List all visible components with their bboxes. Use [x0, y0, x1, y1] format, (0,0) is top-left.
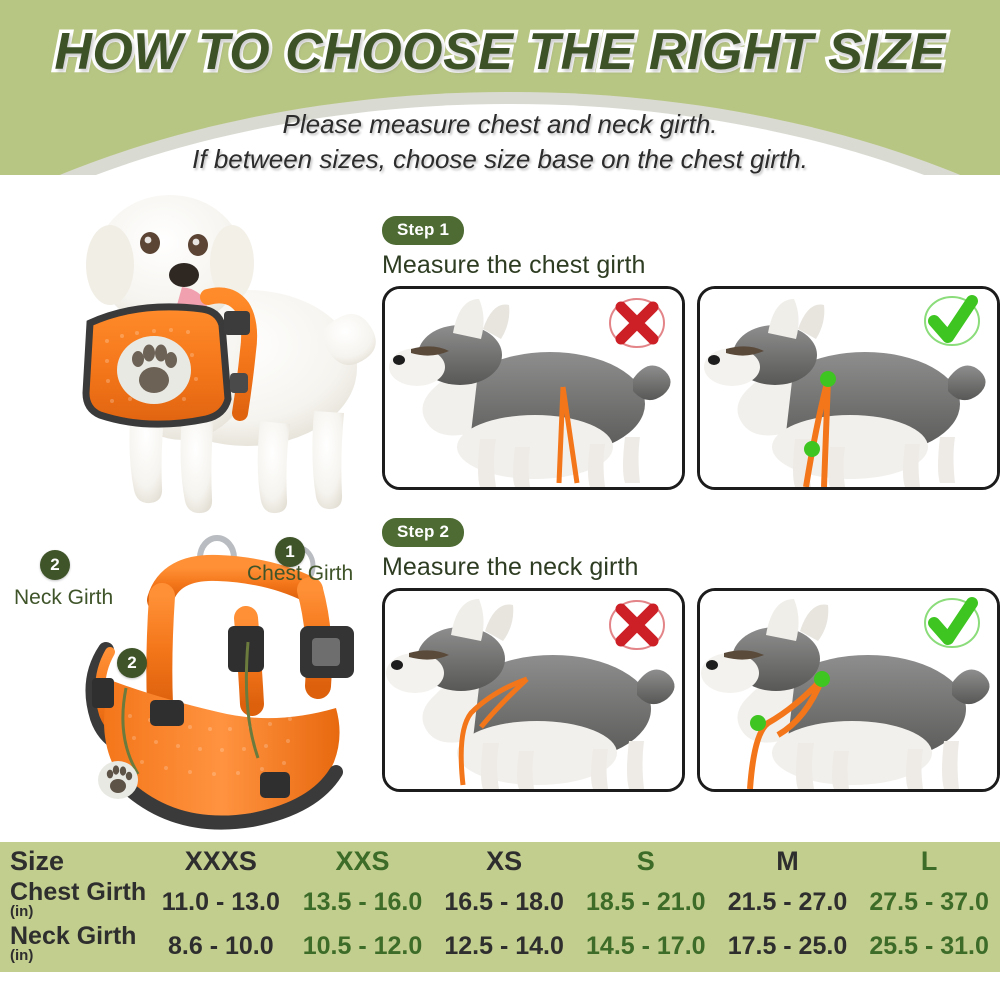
step-1-incorrect-panel [382, 286, 685, 490]
harness-product-diagram [10, 530, 370, 835]
measure-point-bottom [750, 715, 766, 731]
step-2-incorrect-panel [382, 588, 685, 792]
step-2-correct-panel [697, 588, 1000, 792]
step-1-correct-panel [697, 286, 1000, 490]
table-row-neck-girth: Neck Girth (in) 8.6 - 10.0 10.5 - 12.0 1… [0, 924, 1000, 968]
row-label-neck-girth: Neck Girth (in) [0, 924, 150, 968]
measure-point-top [814, 671, 830, 687]
row-label-chest-girth-text: Chest Girth [10, 878, 147, 906]
chest-m: 21.5 - 27.0 [727, 887, 848, 916]
diagram-badge-2-secondary: 2 [117, 648, 147, 678]
neck-s: 14.5 - 17.0 [586, 931, 706, 960]
size-header-m: M [776, 845, 799, 876]
neck-xxs: 10.5 - 12.0 [302, 931, 423, 960]
dog-wearing-harness-photo [62, 183, 380, 515]
size-header-xxxs: XXXS [184, 845, 257, 876]
chest-s: 18.5 - 21.0 [586, 887, 706, 916]
diagram-badge-1: 1 [275, 537, 305, 567]
neck-m: 17.5 - 25.0 [727, 931, 848, 960]
step-2-block: Step 2 Measure the neck girth [382, 518, 639, 582]
chest-xxs: 13.5 - 16.0 [302, 887, 423, 916]
row-label-neck-girth-text: Neck Girth [10, 922, 137, 950]
page-title: HOW TO CHOOSE THE RIGHT SIZE [51, 20, 949, 85]
subtitle-line-2: If between sizes, choose size base on th… [192, 144, 808, 174]
chest-xxxs: 11.0 - 13.0 [161, 887, 280, 916]
chest-xs: 16.5 - 18.0 [444, 887, 564, 916]
table-row-chest-girth: Chest Girth (in) 11.0 - 13.0 13.5 - 16.0… [0, 880, 1000, 924]
neck-xxxs: 8.6 - 10.0 [168, 931, 274, 960]
size-header-xxs: XXS [335, 845, 390, 876]
neck-girth-label: Neck Girth [14, 586, 114, 609]
step-2-heading: Measure the neck girth [382, 553, 639, 581]
step-2-badge: Step 2 [382, 518, 465, 547]
step-1-block: Step 1 Measure the chest girth [382, 216, 646, 280]
paw-print-icon [132, 344, 177, 393]
header-band [0, 0, 1000, 175]
green-check-icon [924, 597, 980, 648]
row-label-chest-girth: Chest Girth (in) [0, 880, 150, 924]
table-header-row: Size XXXS XXS XS S M L [0, 842, 1000, 880]
step-1-badge: Step 1 [382, 216, 465, 245]
size-header-xs: XS [486, 845, 523, 876]
row-label-size: Size [10, 845, 65, 876]
size-header-l: L [920, 845, 938, 876]
subtitle-line-1: Please measure chest and neck girth. [282, 109, 718, 139]
green-check-icon [924, 295, 980, 346]
measure-point-bottom [804, 441, 820, 457]
step-1-heading: Measure the chest girth [382, 251, 646, 279]
row-label-neck-girth-unit: (in) [10, 947, 34, 964]
measure-point-top [820, 371, 836, 387]
size-chart-table: Size XXXS XXS XS S M L Chest Girth (in) … [0, 842, 1000, 972]
chest-l: 27.5 - 37.0 [869, 887, 989, 916]
red-x-icon [609, 600, 665, 650]
size-header-s: S [636, 845, 655, 876]
red-x-icon [609, 298, 665, 348]
diagram-badge-2: 2 [40, 550, 70, 580]
subtitle-block: Please measure chest and neck girth. If … [0, 107, 1000, 177]
paw-print-small-icon [106, 765, 133, 793]
neck-l: 25.5 - 31.0 [869, 931, 989, 960]
chest-girth-label: Chest Girth [247, 562, 354, 585]
neck-xs: 12.5 - 14.0 [444, 931, 564, 960]
row-label-chest-girth-unit: (in) [10, 903, 34, 920]
